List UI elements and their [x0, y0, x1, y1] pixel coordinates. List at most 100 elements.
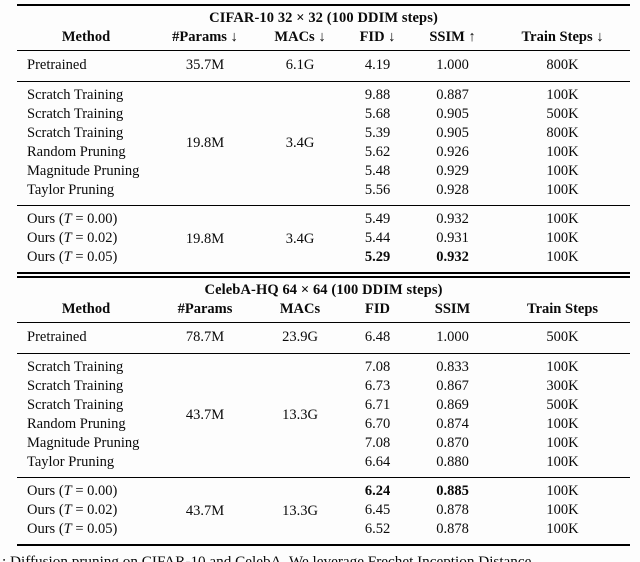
method-text: = 0.05): [71, 249, 118, 265]
table-row: Scratch Training 5.39 0.905 800K: [17, 124, 630, 143]
method-cell: Ours (T = 0.05): [17, 520, 155, 545]
column-header-steps: Train Steps ↓: [521, 28, 604, 45]
table-row: Ours (T = 0.05) 6.52 0.878 100K: [17, 520, 630, 545]
table-row: Ours (T = 0.00) 19.8M 3.4G 5.49 0.932 10…: [17, 206, 630, 247]
fid-cell: 5.62: [364, 144, 391, 160]
steps-cell: 300K: [546, 378, 579, 394]
params-cell-merged: 43.7M: [185, 502, 225, 519]
method-cell: Scratch Training: [27, 378, 124, 394]
cifar10-table: CIFAR-10 32 × 32 (100 DDIM steps) Method…: [17, 4, 631, 273]
ssim-cell: 0.931: [436, 230, 469, 246]
table-row: Taylor Pruning 5.56 0.928 100K: [17, 181, 630, 206]
fid-cell: 7.08: [364, 359, 391, 375]
steps-cell: 100K: [546, 182, 579, 198]
ssim-cell: 0.874: [436, 416, 469, 432]
ssim-cell: 0.878: [436, 502, 469, 518]
table-caption: : Diffusion pruning on CIFAR-10 and Cele…: [2, 553, 532, 562]
method-cell: Scratch Training: [27, 125, 124, 141]
table-row: Taylor Pruning 6.64 0.880 100K: [17, 453, 630, 478]
macs-cell-merged: 13.3G: [282, 407, 318, 423]
fid-cell: 6.52: [364, 521, 391, 537]
method-cell: Random Pruning: [27, 416, 126, 432]
method-text: = 0.00): [71, 211, 118, 227]
ours-section: Ours (T = 0.00) 19.8M 3.4G 5.49 0.932 10…: [17, 206, 630, 273]
steps-cell: 100K: [546, 416, 579, 432]
ssim-cell: 0.833: [436, 359, 469, 375]
column-header-macs: MACs: [279, 300, 321, 317]
method-cell: Scratch Training: [27, 106, 124, 122]
fid-cell-best: 6.24: [364, 483, 391, 499]
params-cell-merged: 19.8M: [185, 135, 225, 151]
ssim-cell: 0.926: [436, 144, 469, 160]
fid-cell: 5.39: [364, 125, 391, 141]
macs-cell-merged: 3.4G: [285, 230, 315, 247]
steps-cell: 100K: [546, 211, 579, 227]
math-script-t: T: [63, 483, 72, 499]
ssim-cell: 1.000: [436, 57, 469, 73]
fid-cell: 6.45: [364, 502, 391, 518]
steps-cell: 100K: [546, 521, 579, 537]
steps-cell: 800K: [546, 57, 579, 73]
table-row: Ours (T = 0.00) 43.7M 13.3G 6.24 0.885 1…: [17, 478, 630, 519]
column-header-row: Method #Params ↓ MACs ↓ FID ↓ SSIM ↑ Tra…: [17, 28, 630, 51]
macs-cell: 23.9G: [282, 329, 318, 345]
table-row: Scratch Training 6.73 0.867 300K: [17, 377, 630, 396]
steps-cell: 500K: [546, 397, 579, 413]
table-row: Pretrained 35.7M 6.1G 4.19 1.000 800K: [17, 51, 630, 82]
fid-cell: 9.88: [364, 87, 391, 103]
steps-cell: 100K: [546, 454, 579, 470]
ssim-cell: 1.000: [436, 329, 469, 345]
method-text: Ours (: [27, 502, 64, 518]
steps-cell: 100K: [546, 87, 579, 103]
method-cell: Taylor Pruning: [27, 454, 115, 470]
column-header-fid: FID ↓: [359, 28, 396, 45]
fid-cell: 6.71: [364, 397, 391, 413]
fid-cell: 5.48: [364, 163, 391, 179]
method-cell: Ours (T = 0.02): [17, 229, 155, 248]
method-cell: Ours (T = 0.02): [17, 501, 155, 520]
ssim-cell: 0.929: [436, 163, 469, 179]
celebahq-table: CelebA-HQ 64 × 64 (100 DDIM steps) Metho…: [17, 278, 631, 546]
params-cell: 35.7M: [185, 57, 225, 73]
params-cell-merged: 19.8M: [185, 230, 225, 247]
steps-cell: 500K: [546, 329, 579, 345]
column-header-params: #Params ↓: [172, 28, 238, 45]
pretrained-section: Pretrained 35.7M 6.1G 4.19 1.000 800K: [17, 51, 631, 82]
macs-cell-merged: 3.4G: [285, 135, 315, 151]
fid-cell: 5.49: [364, 211, 391, 227]
table-title: CIFAR-10 32 × 32 (100 DDIM steps): [209, 10, 438, 26]
method-text: = 0.02): [71, 230, 118, 246]
fid-cell: 6.70: [364, 416, 391, 432]
column-header-steps: Train Steps: [527, 300, 599, 317]
column-header-method: Method: [61, 300, 111, 317]
ssim-cell: 0.905: [436, 106, 469, 122]
table-title-row: CIFAR-10 32 × 32 (100 DDIM steps): [17, 5, 630, 28]
table-row: Ours (T = 0.02) 5.44 0.931 100K: [17, 229, 630, 248]
ssim-cell: 0.932: [436, 211, 469, 227]
method-cell: Scratch Training: [27, 87, 124, 103]
method-text: Ours (: [27, 521, 64, 537]
table-row: Scratch Training 43.7M 13.3G 7.08 0.833 …: [17, 354, 630, 423]
table-row: Magnitude Pruning 7.08 0.870 100K: [17, 434, 630, 453]
method-cell: Ours (T = 0.00): [17, 206, 155, 230]
math-script-t: T: [63, 521, 72, 537]
steps-cell: 100K: [546, 144, 579, 160]
method-cell: Taylor Pruning: [27, 182, 115, 198]
steps-cell: 100K: [546, 249, 579, 265]
cifar10-table-head: CIFAR-10 32 × 32 (100 DDIM steps) Method…: [17, 5, 631, 51]
math-script-t: T: [63, 249, 72, 265]
column-header-fid: FID: [365, 300, 390, 317]
column-header-method: Method: [61, 28, 111, 45]
ssim-cell-best: 0.885: [436, 483, 469, 499]
method-text: Ours (: [27, 483, 64, 499]
ssim-cell-best: 0.932: [436, 249, 469, 265]
steps-cell: 100K: [546, 502, 579, 518]
method-cell: Pretrained: [27, 57, 87, 73]
fid-cell: 6.64: [364, 454, 391, 470]
method-text: = 0.05): [71, 521, 118, 537]
ssim-cell: 0.867: [436, 378, 469, 394]
ssim-cell: 0.905: [436, 125, 469, 141]
method-cell: Random Pruning: [27, 144, 126, 160]
steps-cell: 100K: [546, 359, 579, 375]
table-row: Scratch Training 5.68 0.905 500K: [17, 105, 630, 124]
